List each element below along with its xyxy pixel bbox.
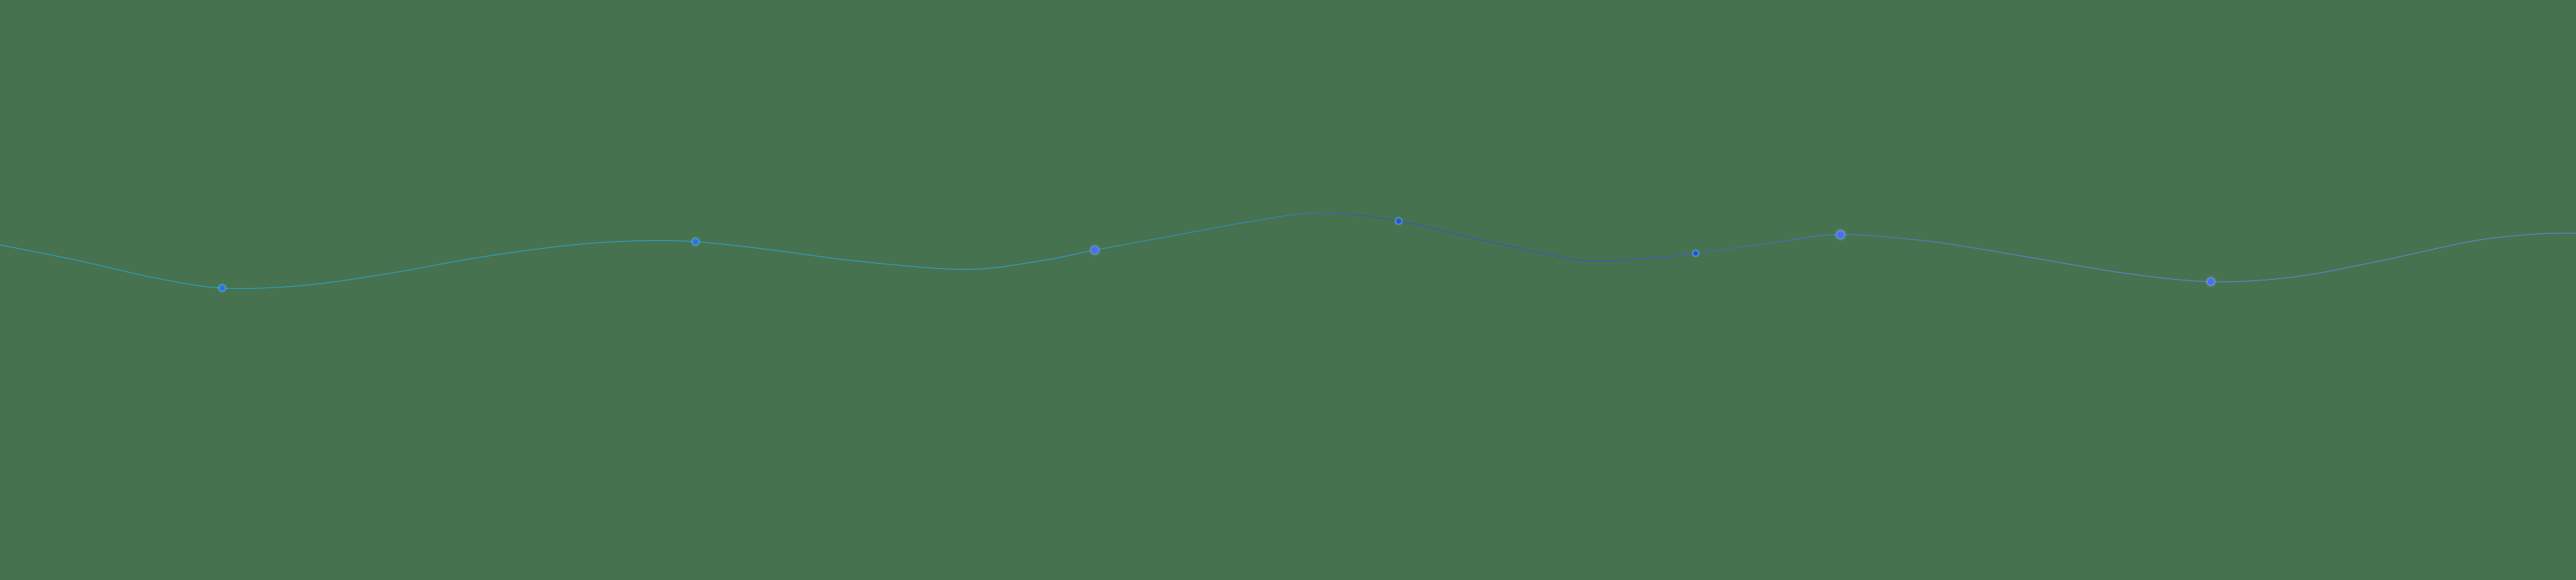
- marker-core-1[interactable]: [219, 285, 225, 291]
- marker-core-5[interactable]: [1693, 251, 1698, 256]
- marker-core-2[interactable]: [692, 238, 699, 245]
- data-point-marker[interactable]: [1690, 248, 1701, 258]
- data-point-marker[interactable]: [2204, 275, 2217, 288]
- trend-line-path: [0, 212, 2576, 289]
- data-point-marker[interactable]: [1394, 216, 1404, 226]
- marker-core-3[interactable]: [1091, 246, 1099, 254]
- data-point-marker-group: [216, 216, 2217, 294]
- marker-core-4[interactable]: [1396, 218, 1401, 224]
- marker-core-7[interactable]: [2208, 278, 2214, 285]
- data-point-marker[interactable]: [690, 236, 701, 247]
- data-point-marker[interactable]: [216, 282, 228, 294]
- data-point-marker[interactable]: [1088, 243, 1102, 257]
- marker-core-6[interactable]: [1837, 231, 1844, 238]
- data-point-marker[interactable]: [1833, 227, 1848, 242]
